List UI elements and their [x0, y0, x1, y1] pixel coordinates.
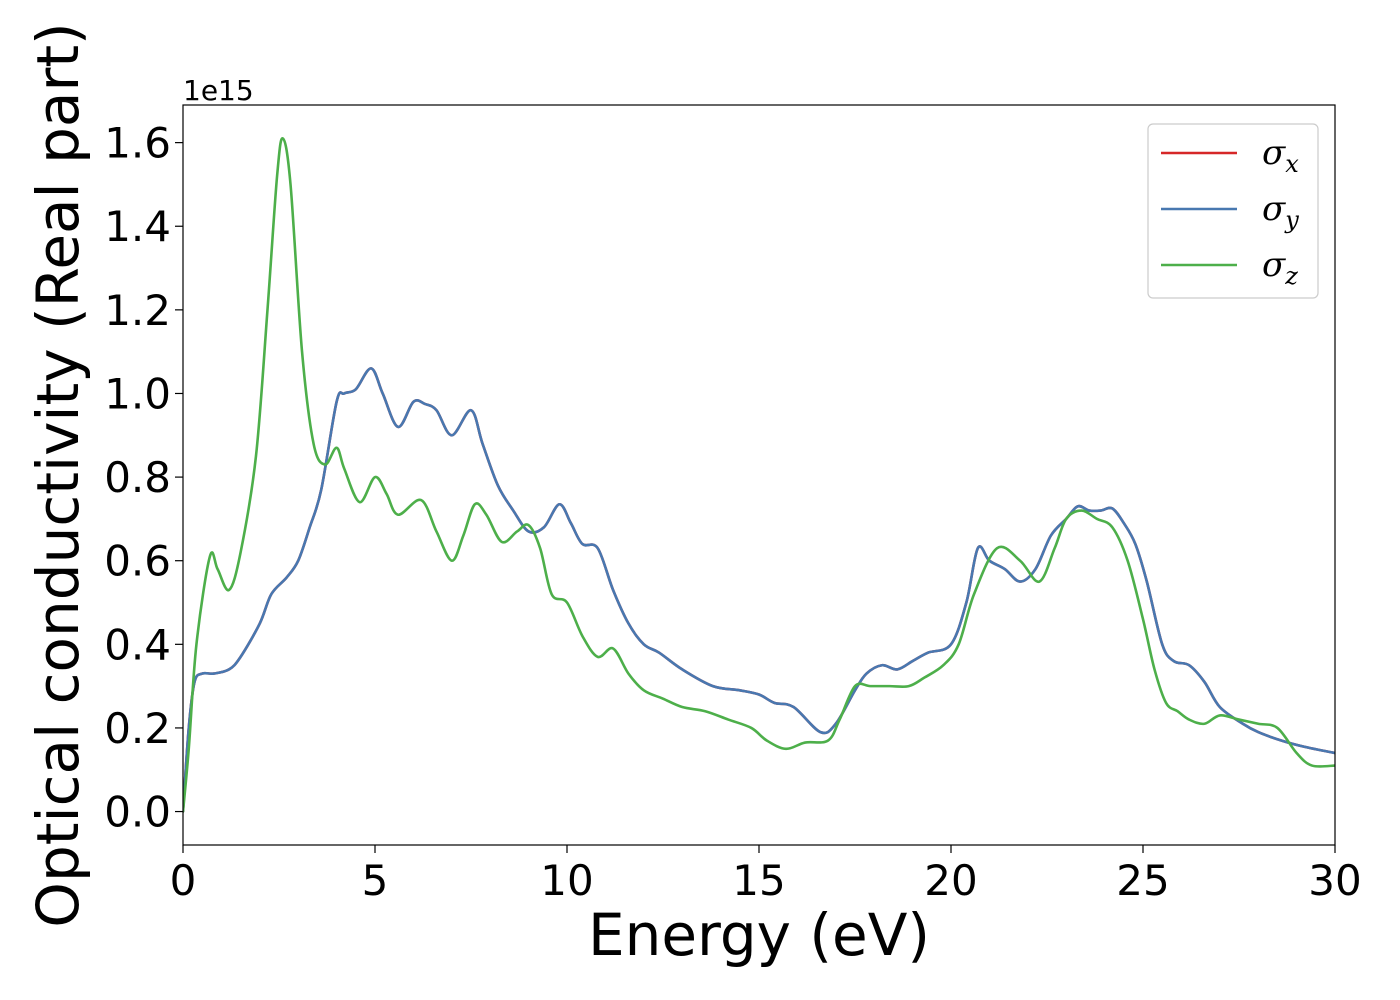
legend-subscript: z	[1284, 262, 1298, 290]
series-line-y	[183, 367, 1335, 813]
legend-label-y: σy	[1262, 189, 1299, 234]
x-axis-label: Energy (eV)	[588, 901, 930, 969]
legend-symbol: σ	[1262, 245, 1286, 285]
y-axis-offset-label: 1e15	[183, 74, 254, 107]
y-tick-label: 0.0	[104, 788, 171, 837]
legend-subscript: y	[1284, 206, 1299, 234]
x-tick-label: 15	[732, 856, 785, 905]
x-tick-label: 5	[362, 856, 389, 905]
y-tick-label: 1.4	[104, 202, 171, 251]
y-tick-label: 0.4	[104, 620, 171, 669]
y-tick-label: 1.0	[104, 369, 171, 418]
x-axis: 0 5 10 15 20 25 30	[170, 845, 1362, 905]
x-tick-label: 0	[170, 856, 197, 905]
series-line-z	[183, 137, 1335, 813]
y-tick-label: 1.2	[104, 286, 171, 335]
legend-symbol: σ	[1262, 189, 1286, 229]
legend-label-x: σx	[1262, 133, 1299, 178]
y-axis-label: Optical conductivity (Real part)	[24, 22, 92, 927]
legend-label-z: σz	[1262, 245, 1298, 290]
x-tick-label: 25	[1116, 856, 1169, 905]
series-layer	[183, 137, 1335, 813]
legend-subscript: x	[1285, 150, 1299, 178]
x-tick-label: 30	[1308, 856, 1361, 905]
x-tick-label: 20	[924, 856, 977, 905]
y-tick-label: 1.6	[104, 119, 171, 168]
legend-symbol: σ	[1262, 133, 1286, 173]
y-tick-label: 0.8	[104, 453, 171, 502]
legend-frame	[1147, 123, 1319, 299]
y-tick-label: 0.2	[104, 704, 171, 753]
y-tick-label: 0.6	[104, 537, 171, 586]
y-axis: 0.0 0.2 0.4 0.6 0.8 1.0 1.2 1.4 1.6	[104, 119, 183, 837]
x-tick-label: 10	[540, 856, 593, 905]
